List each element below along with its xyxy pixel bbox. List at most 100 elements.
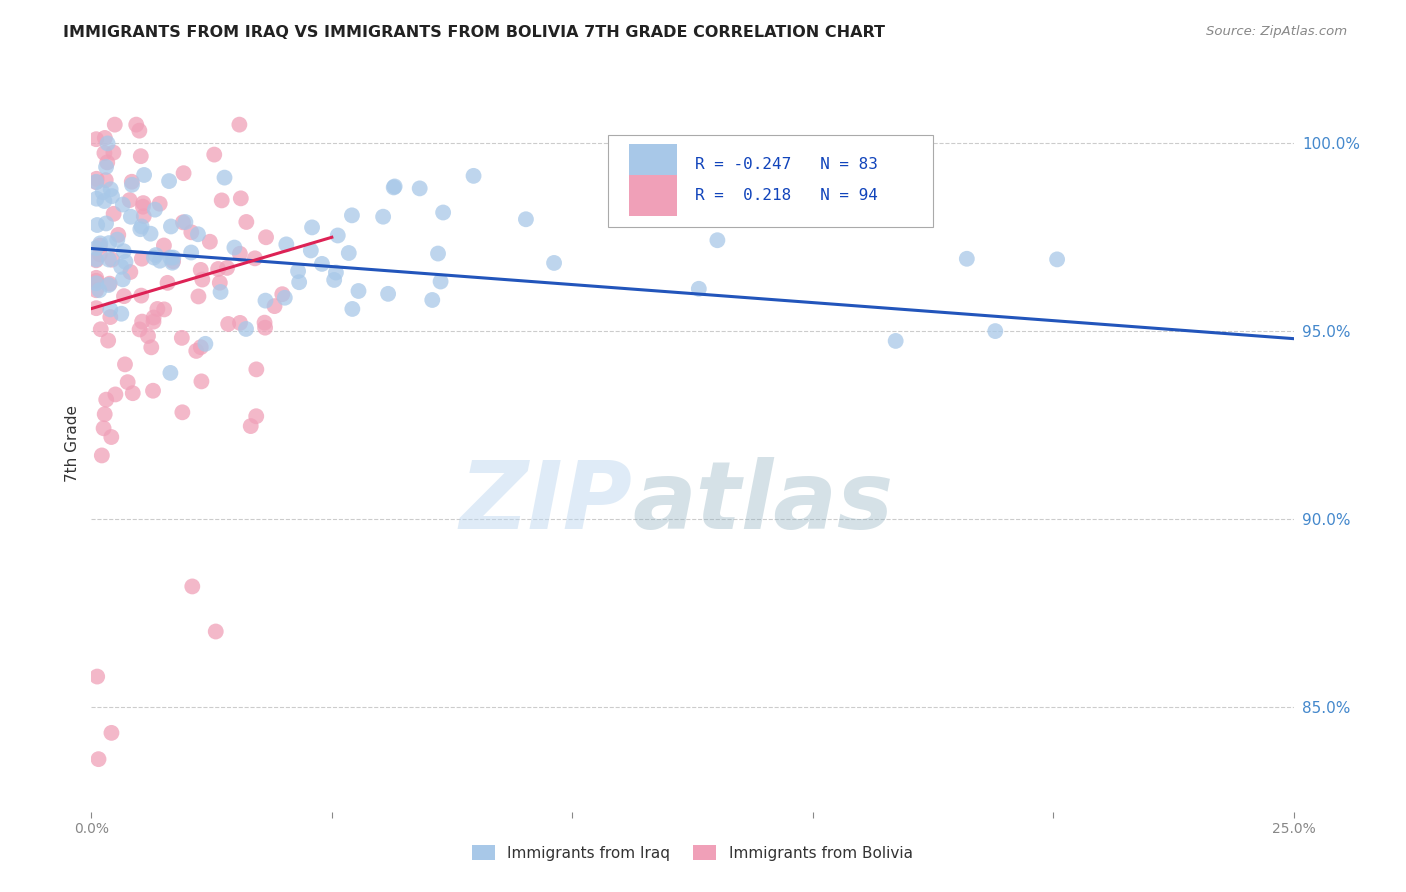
Point: [229, 191, 252, 205]
Point: [187, 289, 209, 303]
Point: [84, 270, 107, 285]
Point: [97, 252, 120, 267]
Text: R =  0.218   N = 94: R = 0.218 N = 94: [695, 188, 877, 202]
Point: [132, 200, 155, 214]
Point: [408, 181, 430, 195]
Point: [142, 315, 165, 329]
Point: [146, 301, 169, 316]
Point: [688, 282, 710, 296]
Point: [245, 362, 267, 376]
Point: [86, 171, 108, 186]
Point: [87, 752, 110, 766]
Point: [129, 149, 152, 163]
Point: [153, 238, 176, 252]
Point: [190, 375, 212, 389]
Point: [180, 225, 202, 239]
Point: [326, 228, 349, 243]
Point: [463, 169, 485, 183]
Point: [159, 251, 181, 265]
Text: atlas: atlas: [633, 457, 894, 549]
Point: [191, 272, 214, 286]
Legend: Immigrants from Iraq, Immigrants from Bolivia: Immigrants from Iraq, Immigrants from Bo…: [467, 838, 918, 867]
FancyBboxPatch shape: [609, 135, 934, 227]
Point: [299, 244, 322, 258]
Point: [224, 241, 246, 255]
Point: [347, 284, 370, 298]
Point: [84, 274, 107, 288]
Point: [382, 180, 405, 194]
Point: [129, 222, 152, 236]
Point: [254, 230, 277, 244]
Point: [121, 178, 143, 192]
Point: [287, 264, 309, 278]
Point: [105, 233, 128, 247]
Point: [84, 175, 107, 189]
Text: R = -0.247   N = 83: R = -0.247 N = 83: [695, 157, 877, 172]
Point: [432, 205, 454, 219]
Point: [142, 310, 165, 325]
Point: [228, 118, 250, 132]
Point: [86, 669, 108, 683]
Point: [98, 302, 121, 317]
Point: [101, 252, 124, 267]
Point: [139, 227, 162, 241]
Point: [84, 132, 107, 146]
Point: [91, 186, 114, 200]
Point: [121, 386, 143, 401]
Text: ZIP: ZIP: [460, 457, 633, 549]
Point: [114, 254, 136, 268]
Point: [173, 166, 195, 180]
Point: [86, 192, 108, 206]
Point: [429, 275, 451, 289]
Point: [103, 207, 125, 221]
Point: [93, 421, 115, 435]
Point: [311, 257, 333, 271]
Point: [239, 419, 262, 434]
Point: [229, 316, 252, 330]
Point: [86, 218, 108, 232]
Point: [145, 248, 167, 262]
Point: [84, 283, 107, 297]
Point: [204, 624, 226, 639]
Point: [235, 322, 257, 336]
Point: [104, 118, 127, 132]
Point: [112, 244, 135, 259]
Point: [153, 302, 176, 317]
Point: [131, 315, 153, 329]
Point: [120, 210, 142, 224]
Point: [543, 256, 565, 270]
Point: [384, 179, 406, 194]
Point: [149, 196, 172, 211]
Point: [89, 236, 111, 251]
Point: [194, 336, 217, 351]
Point: [100, 430, 122, 444]
Point: [202, 147, 225, 161]
Point: [323, 273, 346, 287]
Point: [121, 175, 143, 189]
Point: [84, 277, 107, 291]
Point: [110, 307, 132, 321]
Point: [132, 209, 155, 223]
Point: [98, 236, 121, 251]
Point: [101, 189, 124, 203]
Point: [89, 283, 111, 297]
Point: [90, 449, 112, 463]
Point: [93, 407, 115, 421]
Point: [96, 155, 118, 169]
Point: [94, 216, 117, 230]
Point: [288, 275, 311, 289]
Point: [187, 227, 209, 242]
Point: [98, 310, 121, 324]
Point: [94, 173, 117, 187]
Point: [96, 392, 118, 407]
Point: [215, 260, 238, 275]
Point: [93, 146, 115, 161]
Point: [263, 299, 285, 313]
Point: [94, 131, 117, 145]
Point: [340, 208, 363, 222]
Point: [180, 245, 202, 260]
Point: [301, 220, 323, 235]
Point: [131, 219, 153, 234]
Point: [84, 252, 107, 267]
Point: [129, 288, 152, 302]
